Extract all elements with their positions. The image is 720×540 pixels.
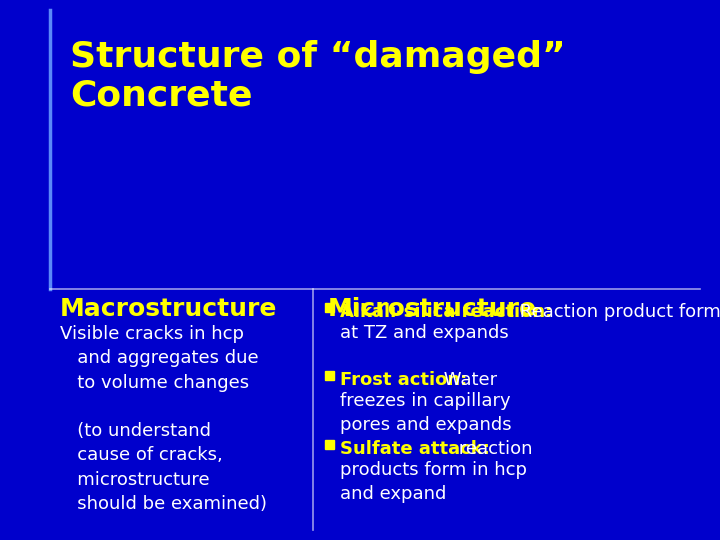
Text: Microstructure: Microstructure [328, 297, 537, 321]
Bar [325, 372, 334, 380]
Text: freezes in capillary
pores and expands: freezes in capillary pores and expands [340, 392, 512, 435]
Text: Sulfate attack:: Sulfate attack: [340, 440, 490, 458]
Text: Visible cracks in hcp
   and aggregates due
   to volume changes

   (to underst: Visible cracks in hcp and aggregates due… [60, 325, 267, 513]
Text: Frost action:: Frost action: [340, 372, 467, 389]
Text: Reaction product forms: Reaction product forms [513, 303, 720, 321]
Text: Macrostructure: Macrostructure [60, 297, 277, 321]
Text: products form in hcp
and expand: products form in hcp and expand [340, 461, 527, 503]
Text: Water: Water [438, 372, 498, 389]
Text: reaction: reaction [454, 440, 533, 458]
Bar [325, 303, 334, 312]
Bar [325, 440, 334, 449]
Text: Structure of “damaged”: Structure of “damaged” [70, 40, 566, 74]
Text: Concrete: Concrete [70, 78, 253, 112]
Text: Alkali-silica reaction:: Alkali-silica reaction: [340, 303, 552, 321]
Text: at TZ and expands: at TZ and expands [340, 323, 509, 342]
